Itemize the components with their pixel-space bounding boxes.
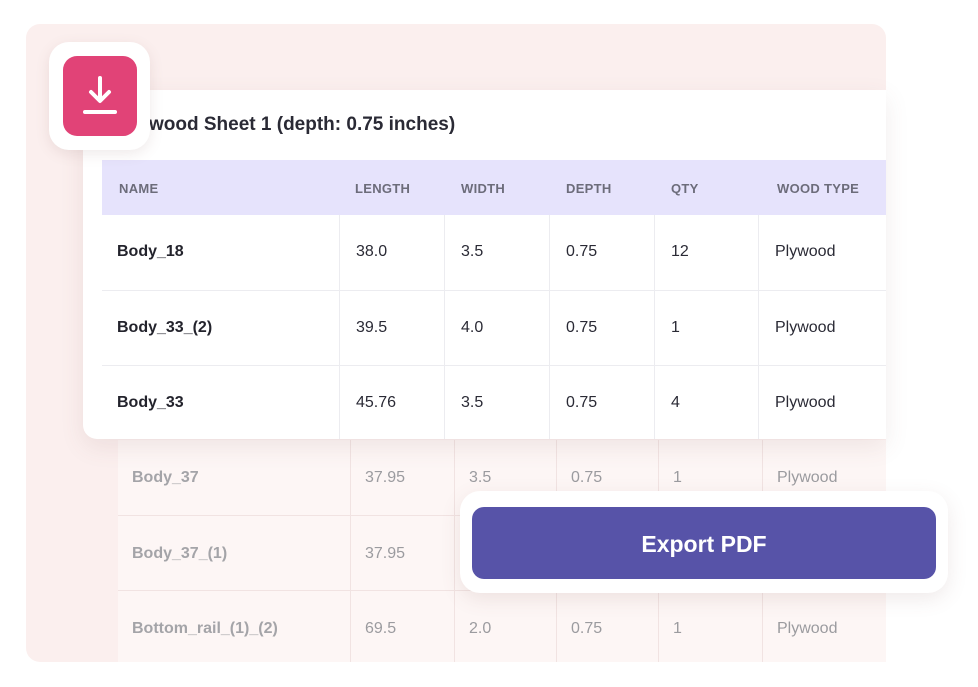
cell-qty: 1 <box>658 440 762 515</box>
table-row[interactable]: Body_33_(2) 39.5 4.0 0.75 1 Plywood <box>102 290 886 366</box>
cell-length: 69.5 <box>350 591 454 662</box>
cell-qty: 4 <box>654 366 758 439</box>
table-row[interactable]: Body_18 38.0 3.5 0.75 12 Plywood <box>102 215 886 290</box>
cell-name: Body_37_(1) <box>132 545 228 562</box>
cell-depth: 0.75 <box>549 215 654 290</box>
download-badge[interactable] <box>49 42 150 150</box>
cell-width <box>454 516 556 591</box>
table-header: NAME LENGTH WIDTH DEPTH QTY WOOD TYPE <box>102 160 886 215</box>
cell-name: Body_33_(2) <box>117 319 213 336</box>
cell-name: Body_18 <box>117 243 184 260</box>
cell-wood-type: Plywood <box>762 440 886 515</box>
table-row[interactable]: Body_33 45.76 3.5 0.75 4 Plywood <box>102 365 886 439</box>
cell-depth: 0.75 <box>556 591 658 662</box>
cell-wood-type: Plywood <box>758 215 886 290</box>
cell-width: 3.5 <box>444 366 549 439</box>
sheet-title: wood Sheet 1 (depth: 0.75 inches) <box>149 114 456 135</box>
cell-wood-type: Plywood <box>762 591 886 662</box>
cell-depth: 0.75 <box>556 440 658 515</box>
cell-width: 4.0 <box>444 291 549 366</box>
col-header-depth: DEPTH <box>566 181 612 196</box>
download-icon <box>83 76 117 114</box>
table-row: Bottom_rail_(1)_(2) 69.5 2.0 0.75 1 Plyw… <box>118 590 886 662</box>
cell-wood-type: Plywood <box>758 291 886 366</box>
col-header-length: LENGTH <box>355 181 411 196</box>
col-header-name: NAME <box>119 181 159 196</box>
cell-wood-type: Plywood <box>758 366 886 439</box>
cell-width: 2.0 <box>454 591 556 662</box>
cell-length: 45.76 <box>339 366 444 439</box>
cell-qty: 1 <box>654 291 758 366</box>
col-header-wood-type: WOOD TYPE <box>777 181 860 196</box>
cell-name: Bottom_rail_(1)_(2) <box>132 620 278 637</box>
cell-length: 39.5 <box>339 291 444 366</box>
export-panel: Export PDF <box>460 491 948 593</box>
col-header-width: WIDTH <box>461 181 506 196</box>
cell-name: Body_37 <box>132 469 199 486</box>
col-header-qty: QTY <box>671 181 699 196</box>
cell-qty: 12 <box>654 215 758 290</box>
table-row: Body_37 37.95 3.5 0.75 1 Plywood <box>118 440 886 515</box>
cell-length: 38.0 <box>339 215 444 290</box>
cell-length: 37.95 <box>350 516 454 591</box>
export-pdf-button[interactable]: Export PDF <box>472 507 936 579</box>
cell-depth: 0.75 <box>549 291 654 366</box>
cut-list-card: wood Sheet 1 (depth: 0.75 inches) NAME L… <box>83 90 886 439</box>
cell-width: 3.5 <box>454 440 556 515</box>
cell-width: 3.5 <box>444 215 549 290</box>
cell-name: Body_33 <box>117 394 184 411</box>
cell-depth: 0.75 <box>549 366 654 439</box>
cell-length: 37.95 <box>350 440 454 515</box>
download-button[interactable] <box>63 56 137 136</box>
cell-qty: 1 <box>658 591 762 662</box>
